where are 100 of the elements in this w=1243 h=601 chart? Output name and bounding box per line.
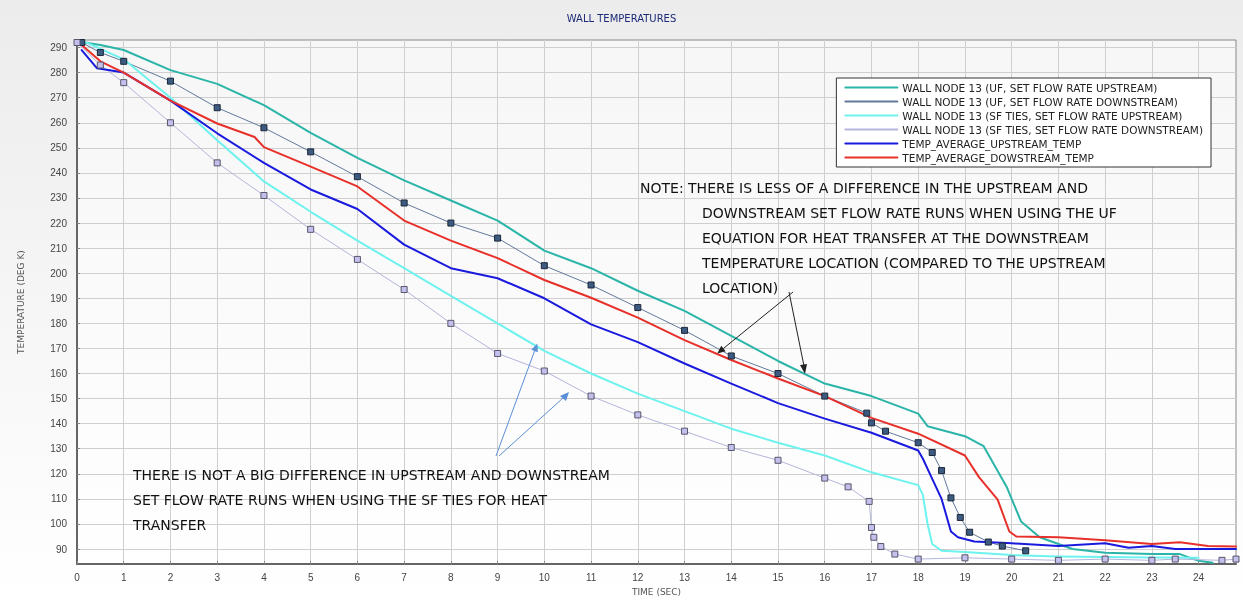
x-tick-label: 12 [632,571,644,583]
x-tick-label: 22 [1099,571,1112,583]
x-tick-label: 5 [307,571,314,583]
point [353,173,361,181]
x-tick-label: 24 [1193,571,1205,583]
x-tick-label: 9 [494,571,501,583]
point [844,483,852,491]
point [73,39,81,47]
point [260,191,268,199]
x-tick-label: 14 [725,571,738,583]
point [260,124,268,132]
y-tick-label: 220 [50,217,68,229]
point [882,427,889,435]
x-tick-label: 13 [678,571,691,583]
x-tick-label: 15 [772,571,785,583]
annotation: NOTE: THERE IS LESS OF A DIFFERENCE IN THE UPSTREAM AND DOWNSTREAM SET FLOW RATE RUNS WHEN USING THE UF EQUATION FOR HEAT TRANSFER AT THE DOWNSTREAM TEMPERATURE LOCATION (COMPARED TO THE UPSTREAM LOCATION) [640,179,1118,298]
y-tick-label: 280 [50,67,68,79]
point [961,554,969,562]
y-tick-label: 200 [50,267,68,279]
point [984,538,992,546]
x-tick-label: 8 [448,571,455,583]
x-tick-label: 6 [354,571,361,583]
x-tick-label: 4 [261,571,268,583]
point [956,513,964,521]
y-tick-label: 240 [50,167,68,179]
point [727,352,735,360]
point [634,304,642,312]
y-tick-label: 270 [50,92,68,104]
y-tick-label: 290 [50,42,68,54]
x-tick-label: 21 [1052,571,1065,583]
point [681,427,689,435]
x-tick-label: 16 [819,571,831,583]
point [1232,555,1240,563]
x-axis-title: TIME (SEC) [630,586,682,597]
point [727,443,735,451]
point [1054,556,1062,564]
point [914,555,922,563]
chart-title: WALL TEMPERATURES [566,12,677,24]
x-tick-label: 7 [401,571,408,583]
point [914,439,922,447]
point [494,349,502,357]
point [307,148,315,156]
point [928,449,936,457]
x-tick-label: 3 [214,571,221,583]
point [540,262,548,270]
x-tick-label: 19 [959,571,971,583]
y-tick-label: 160 [50,368,68,380]
y-axis-title: TEMPERATURE (DEG K) [15,250,26,355]
x-tick-label: 18 [912,571,925,583]
point [540,367,548,375]
x-tick-label: 10 [538,571,551,583]
point [867,419,875,427]
x-tick-label: 20 [1006,571,1018,583]
x-tick-label: 11 [585,571,597,583]
point [400,286,408,294]
point [213,104,221,112]
point [877,543,885,551]
y-tick-label: 180 [50,317,68,329]
point [1101,555,1109,563]
point [634,411,642,419]
point [867,523,875,531]
point [120,79,128,87]
point [966,528,974,536]
point [863,409,871,417]
point [96,49,104,57]
point [447,319,455,327]
point [681,326,689,334]
y-tick-label: 110 [51,493,68,505]
x-tick-label: 2 [167,571,174,583]
y-tick-label: 230 [50,192,68,204]
point [307,225,315,233]
point [821,474,829,482]
point [870,533,878,541]
x-tick-label: 23 [1146,571,1158,583]
point [353,255,361,263]
point [821,392,829,400]
point [938,467,946,475]
legend-label: TEMP_AVERAGE_DOWSTREAM_TEMP [901,151,1094,165]
point [774,370,782,378]
x-tick-label: 0 [74,571,81,583]
point [96,61,104,69]
y-tick-label: 100 [50,518,68,530]
point [587,281,595,289]
point [166,119,174,127]
legend-label: WALL NODE 13 (UF, SET FLOW RATE DOWNSTREAM) [902,95,1178,108]
y-tick-label: 90 [55,543,68,555]
legend-label: WALL NODE 13 (SF TIES, SET FLOW RATE DOWNSTREAM) [902,123,1204,136]
y-tick-label: 170 [50,342,68,354]
legend-label: WALL NODE 13 (UF, SET FLOW RATE UPSTREAM) [902,81,1158,94]
x-tick-label: 17 [865,571,878,583]
point [1008,555,1016,563]
y-tick-label: 260 [50,117,68,129]
legend-label: TEMP_AVERAGE_UPSTREAM_TEMP [901,137,1082,151]
point [891,550,899,558]
y-tick-label: 120 [50,468,68,480]
y-tick-label: 130 [50,443,68,455]
point [774,456,782,464]
point [1022,547,1030,555]
point [1148,556,1156,564]
y-tick-label: 250 [50,142,68,154]
